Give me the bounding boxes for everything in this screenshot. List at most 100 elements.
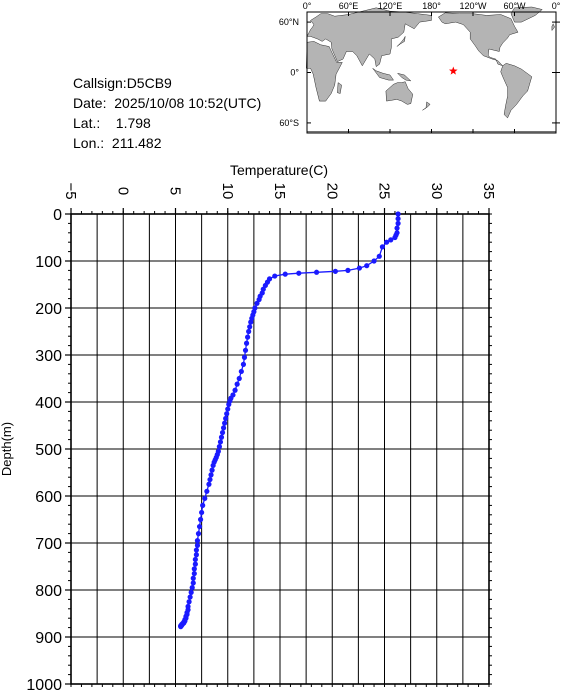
data-point bbox=[296, 270, 302, 276]
data-point bbox=[245, 334, 251, 340]
data-point bbox=[345, 267, 351, 273]
data-point bbox=[332, 268, 338, 274]
data-point bbox=[193, 547, 199, 553]
position-marker-star bbox=[449, 66, 458, 75]
x-tick-label: −5 bbox=[62, 182, 79, 199]
map-frame-ticks bbox=[306, 12, 557, 133]
data-point bbox=[217, 439, 224, 445]
callsign-text: Callsign:D5CB9 bbox=[73, 75, 172, 91]
data-point bbox=[187, 594, 193, 600]
map-lat-label: 60°N bbox=[279, 17, 299, 27]
longitude-text: Lon.: 211.482 bbox=[73, 135, 162, 151]
y-tick-label: 900 bbox=[35, 630, 62, 647]
y-tick-label: 700 bbox=[35, 536, 62, 553]
y-tick-label: 500 bbox=[35, 442, 62, 459]
data-point bbox=[394, 225, 400, 231]
data-point bbox=[200, 502, 206, 508]
map-lat-label: 0° bbox=[290, 68, 299, 78]
world-map: 0° 60°E 120°E 180° 120°W 60°W 0° 60°N 0° 60°S bbox=[279, 1, 561, 134]
land-south-america bbox=[500, 63, 533, 119]
data-point bbox=[224, 411, 230, 417]
data-point bbox=[388, 237, 394, 243]
data-point bbox=[395, 220, 401, 226]
data-point bbox=[192, 556, 198, 563]
map-longitude-labels: 0° 60°E 120°E 180° 120°W 60°W 0° bbox=[303, 1, 561, 11]
data-point bbox=[238, 368, 244, 375]
data-point bbox=[218, 434, 225, 440]
data-point bbox=[395, 216, 401, 222]
data-point bbox=[202, 495, 208, 501]
map-lon-label: 60°E bbox=[339, 1, 359, 11]
x-axis-label: Temperature(C) bbox=[230, 162, 328, 178]
land-britain bbox=[551, 23, 555, 32]
data-point bbox=[197, 516, 204, 523]
data-point bbox=[191, 566, 197, 572]
x-tick-label: 15 bbox=[271, 183, 288, 200]
land-japan bbox=[396, 36, 406, 47]
data-point bbox=[392, 234, 398, 241]
data-point bbox=[313, 269, 320, 275]
data-point bbox=[371, 258, 377, 264]
land-eurasia bbox=[306, 7, 432, 67]
date-text: Date: 2025/10/08 10:52(UTC) bbox=[73, 95, 261, 111]
map-lon-label: 120°W bbox=[459, 1, 487, 11]
data-point bbox=[226, 401, 232, 407]
data-point bbox=[395, 211, 401, 217]
data-point bbox=[254, 300, 260, 306]
land-north-america bbox=[438, 12, 519, 66]
x-tick-label: 35 bbox=[480, 183, 497, 200]
y-tick-label: 400 bbox=[35, 395, 62, 412]
data-point bbox=[236, 375, 242, 382]
land-indonesia bbox=[372, 68, 394, 81]
x-tick-label: 20 bbox=[323, 183, 340, 200]
data-point bbox=[207, 476, 213, 483]
data-point bbox=[186, 599, 192, 605]
y-tick-label: 200 bbox=[35, 301, 62, 318]
station-info: Callsign:D5CB9 Date: 2025/10/08 10:52(UT… bbox=[73, 75, 261, 151]
data-point bbox=[194, 538, 201, 544]
gridlines bbox=[65, 208, 490, 685]
data-point bbox=[204, 488, 210, 494]
data-point bbox=[376, 253, 382, 259]
latitude-text: Lat.: 1.798 bbox=[73, 115, 151, 131]
data-point bbox=[246, 328, 252, 335]
data-point bbox=[272, 273, 278, 279]
data-point bbox=[216, 444, 222, 450]
data-point bbox=[248, 319, 254, 325]
data-point bbox=[210, 462, 216, 469]
data-point bbox=[206, 481, 212, 487]
data-point bbox=[178, 624, 184, 630]
y-tick-labels: 0 100 200 300 400 500 600 700 800 900 1000 bbox=[26, 207, 62, 690]
x-tick-labels: −5 0 5 10 15 20 25 30 35 bbox=[62, 182, 497, 199]
data-point bbox=[220, 425, 227, 431]
y-tick-label: 800 bbox=[35, 583, 62, 600]
y-tick-label: 100 bbox=[35, 254, 62, 271]
series-temperature bbox=[178, 211, 401, 630]
data-point bbox=[364, 263, 370, 269]
data-point bbox=[247, 324, 253, 330]
data-point bbox=[199, 509, 205, 516]
data-point bbox=[196, 523, 203, 530]
data-point bbox=[240, 361, 247, 367]
data-point bbox=[194, 542, 201, 548]
x-tick-label: 0 bbox=[114, 187, 131, 195]
data-point bbox=[192, 561, 198, 567]
data-point bbox=[219, 429, 226, 436]
map-lon-label: 60°W bbox=[503, 1, 526, 11]
map-lon-label: 0° bbox=[552, 1, 561, 11]
star-icon bbox=[449, 66, 458, 75]
map-lon-label: 0° bbox=[303, 1, 312, 11]
land-greenland bbox=[510, 6, 543, 23]
data-point bbox=[383, 239, 390, 245]
data-point bbox=[223, 415, 229, 422]
x-tick-label: 5 bbox=[167, 187, 184, 195]
data-point bbox=[191, 570, 197, 577]
map-lon-label: 180° bbox=[422, 1, 441, 11]
data-point bbox=[190, 575, 196, 581]
data-point bbox=[190, 580, 196, 586]
data-point bbox=[195, 531, 202, 537]
data-point bbox=[243, 340, 250, 346]
y-tick-label: 600 bbox=[35, 489, 62, 506]
data-point bbox=[241, 354, 248, 360]
